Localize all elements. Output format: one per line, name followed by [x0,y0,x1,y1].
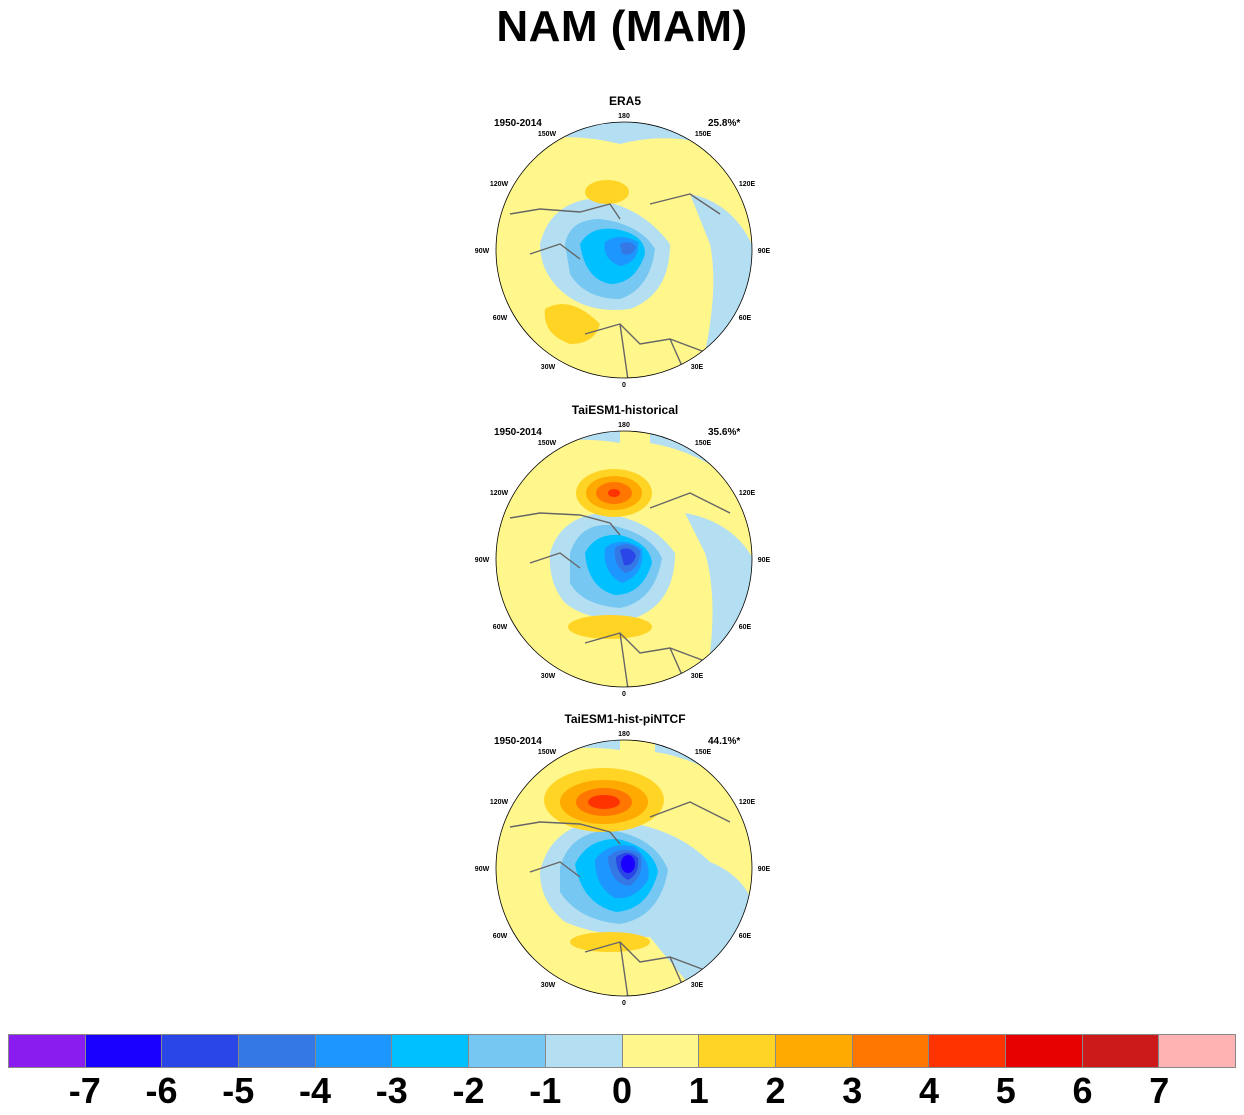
colorbar-tick-label: 3 [842,1070,863,1111]
lon-label: 30W [541,673,556,680]
colorbar-swatch [1005,1035,1083,1067]
lon-label: 90W [475,248,490,255]
lon-label: 90E [758,248,771,255]
lon-label: 120W [490,799,509,806]
polar-map: 180 150E 120E 90E 60E 30E 0 30W 60W 90W … [475,422,771,698]
colorbar-swatch [162,1035,240,1067]
colorbar-swatch [545,1035,623,1067]
colorbar-swatch [622,1035,700,1067]
lon-label: 30E [691,673,704,680]
lon-label: 180 [618,731,630,738]
colorbar-tick-label: 6 [1072,1070,1093,1111]
colorbar-swatch [315,1035,393,1067]
lon-label: 60W [493,315,508,322]
variance-label: 35.6%* [708,427,741,438]
lon-label: 90E [758,557,771,564]
panel-title: TaiESM1-hist-piNTCF [564,712,686,726]
colorbar [8,1034,1236,1068]
lon-label: 60E [739,624,752,631]
lon-label: 30W [541,982,556,989]
map-panel-taiesm1-historical: TaiESM1-historical 1950-2014 35.6%* 180 … [470,403,780,703]
panel-title: TaiESM1-historical [571,403,679,417]
colorbar-swatch [85,1035,163,1067]
colorbar-swatch [1082,1035,1160,1067]
colorbar-tick-label: -1 [529,1070,562,1111]
colorbar-swatch [1159,1035,1235,1067]
lon-label: 0 [622,691,626,698]
lon-label: 0 [622,1000,626,1007]
lon-label: 120E [739,181,756,188]
lon-label: 0 [622,382,626,389]
colorbar-tick-label: -3 [375,1070,408,1111]
colorbar-swatch [239,1035,316,1067]
lon-label: 60E [739,933,752,940]
lon-label: 120W [490,181,509,188]
polar-map: 180 150E 120E 90E 60E 30E 0 30W 60W 90W … [475,113,771,389]
colorbar-swatch [775,1035,853,1067]
period-label: 1950-2014 [494,736,542,747]
colorbar-swatch [929,1035,1006,1067]
lon-label: 30W [541,364,556,371]
lon-label: 60W [493,624,508,631]
colorbar-tick-label: 1 [688,1070,709,1111]
lon-label: 150E [695,131,712,138]
lon-label: 150W [538,749,557,756]
variance-label: 44.1%* [708,736,741,747]
colorbar-tick-label: 7 [1149,1070,1170,1111]
colorbar-tick-label: -2 [452,1070,485,1111]
colorbar-tick-label: 2 [765,1070,786,1111]
panel-title: ERA5 [608,94,641,108]
period-label: 1950-2014 [494,427,542,438]
map-panel-taiesm1-hist-pintcf: TaiESM1-hist-piNTCF 1950-2014 44.1%* 180… [470,712,780,1012]
colorbar-swatch [469,1035,546,1067]
colorbar-tick-label: 4 [918,1070,940,1111]
lon-label: 90W [475,866,490,873]
lon-label: 150W [538,131,557,138]
lon-label: 180 [618,422,630,429]
lon-label: 150E [695,749,712,756]
lon-label: 60E [739,315,752,322]
lon-label: 150W [538,440,557,447]
colorbar-swatch [852,1035,930,1067]
colorbar-tick-label: -6 [145,1070,178,1111]
lon-label: 180 [618,113,630,120]
colorbar-swatch [9,1035,86,1067]
lon-label: 90E [758,866,771,873]
colorbar-tick-label: -5 [222,1070,255,1111]
colorbar-tick-label: 0 [611,1070,633,1111]
figure-title: NAM (MAM) [496,2,748,51]
lon-label: 60W [493,933,508,940]
lon-label: 120E [739,490,756,497]
colorbar-swatch [699,1035,776,1067]
lon-label: 30E [691,364,704,371]
lon-label: 120W [490,490,509,497]
lon-label: 90W [475,557,490,564]
lon-label: 150E [695,440,712,447]
lon-label: 30E [691,982,704,989]
colorbar-tick-label: -7 [68,1070,101,1111]
colorbar-swatch [392,1035,470,1067]
colorbar-tick-label: 5 [995,1070,1016,1111]
variance-label: 25.8%* [708,118,741,129]
polar-map: 180 150E 120E 90E 60E 30E 0 30W 60W 90W … [475,731,771,1007]
colorbar-tick-label: -4 [298,1070,331,1111]
map-panel-era5: ERA5 1950-2014 25.8%* 180 150E 120E 90E … [470,94,780,394]
lon-label: 120E [739,799,756,806]
period-label: 1950-2014 [494,118,542,129]
